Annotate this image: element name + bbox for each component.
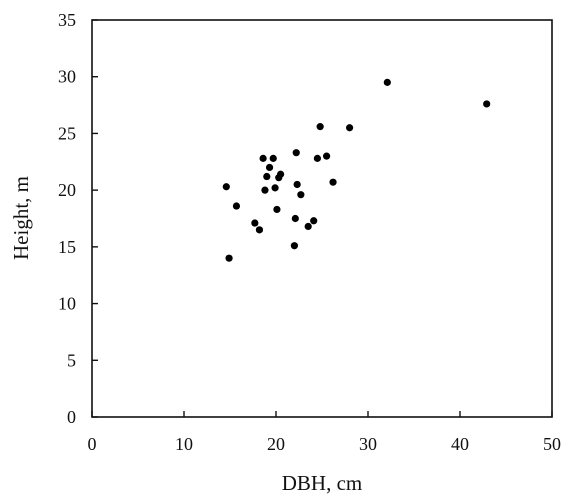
data-point: [251, 219, 259, 227]
x-tick-label: 10: [175, 434, 193, 454]
data-point: [259, 154, 267, 162]
data-point: [273, 205, 281, 214]
data-point: [291, 214, 299, 223]
y-tick-label: 25: [58, 123, 76, 143]
data-point: [263, 172, 271, 181]
y-tick-label: 15: [58, 237, 76, 257]
y-tick-label: 0: [67, 407, 76, 427]
data-point: [316, 123, 324, 131]
data-point: [271, 184, 279, 192]
data-point: [232, 202, 241, 210]
x-tick-label: 0: [88, 434, 97, 454]
data-point: [255, 226, 264, 234]
data-point: [269, 154, 277, 162]
data-point: [297, 191, 305, 199]
plot-frame: [91, 19, 553, 418]
axis-ticks: [91, 19, 553, 418]
data-point: [293, 180, 301, 189]
data-point: [313, 154, 321, 162]
data-point: [265, 163, 274, 172]
y-tick-label: 20: [58, 180, 76, 200]
data-point: [346, 124, 354, 132]
data-point: [323, 152, 331, 160]
y-tick-label: 30: [58, 67, 76, 87]
data-point: [329, 178, 337, 186]
data-point: [483, 100, 491, 108]
x-tick-label: 40: [451, 434, 469, 454]
data-point: [304, 222, 312, 231]
data-point: [310, 217, 318, 225]
axis-tick-labels: 0 10 20 30 40 50 0 5 10 15 20 25 30 35: [58, 10, 561, 454]
data-point: [290, 242, 298, 250]
data-point: [222, 183, 230, 191]
y-axis-title: Height, m: [9, 176, 33, 260]
data-points: [222, 78, 491, 262]
x-tick-label: 30: [359, 434, 377, 454]
y-tick-label: 35: [58, 10, 76, 30]
y-tick-label: 10: [58, 294, 76, 314]
x-tick-label: 20: [267, 434, 285, 454]
x-tick-label: 50: [543, 434, 561, 454]
y-tick-label: 5: [67, 350, 76, 370]
data-point: [383, 78, 391, 86]
x-axis-title: DBH, cm: [282, 471, 363, 495]
data-point: [277, 170, 285, 178]
data-point: [225, 254, 233, 262]
data-point: [292, 149, 300, 157]
data-point: [261, 186, 269, 194]
